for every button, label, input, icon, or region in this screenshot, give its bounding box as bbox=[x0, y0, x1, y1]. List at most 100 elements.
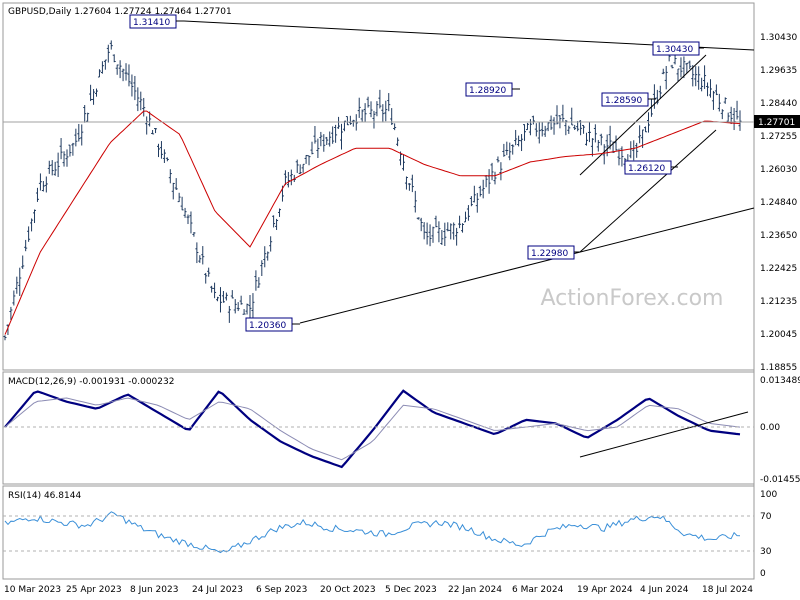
ohlc-bar bbox=[425, 222, 429, 245]
ohlc-bar bbox=[738, 110, 742, 131]
ohlc-bar bbox=[620, 146, 624, 167]
ohlc-bar bbox=[168, 169, 172, 184]
ohlc-bar bbox=[472, 185, 476, 203]
price-tick: 1.30430 bbox=[760, 33, 797, 43]
ohlc-bar bbox=[567, 125, 571, 134]
ohlc-bar bbox=[455, 227, 459, 246]
ohlc-bar bbox=[658, 85, 662, 100]
price-tick: 1.18855 bbox=[760, 363, 797, 373]
ohlc-bar bbox=[378, 89, 382, 109]
ohlc-bar bbox=[688, 60, 692, 69]
ohlc-bar bbox=[254, 270, 258, 291]
ohlc-bar bbox=[564, 119, 568, 136]
ohlc-bar bbox=[239, 295, 243, 305]
ohlc-bar bbox=[534, 123, 538, 137]
callout-label: 1.31410 bbox=[133, 18, 170, 28]
ohlc-bar bbox=[717, 93, 721, 112]
current-price-box bbox=[754, 115, 800, 128]
ohlc-bar bbox=[440, 229, 444, 245]
ohlc-bar bbox=[310, 141, 314, 155]
ohlc-bar bbox=[248, 295, 252, 318]
price-tick: 1.20045 bbox=[760, 330, 797, 340]
ohlc-bar bbox=[502, 143, 506, 157]
ohlc-bar bbox=[27, 226, 31, 242]
callout-1-28590: 1.28590 bbox=[601, 92, 656, 107]
ohlc-bar bbox=[328, 131, 332, 147]
callout-1-31410: 1.31410 bbox=[129, 14, 184, 29]
ohlc-bar bbox=[508, 142, 512, 161]
ohlc-bar bbox=[410, 174, 414, 193]
ohlc-bar bbox=[520, 134, 524, 152]
ohlc-bar bbox=[118, 60, 122, 79]
ohlc-bar bbox=[419, 217, 423, 232]
ohlc-bar bbox=[251, 293, 255, 322]
ohlc-bar bbox=[342, 120, 346, 132]
ohlc-bar bbox=[71, 142, 75, 156]
ohlc-bar bbox=[691, 65, 695, 87]
ohlc-bar bbox=[437, 221, 441, 243]
rsi-path bbox=[4, 511, 741, 554]
ohlc-bar bbox=[449, 223, 453, 240]
ohlc-bar bbox=[590, 138, 594, 157]
ohlc-bar bbox=[664, 65, 668, 90]
price-axis: 1.30430 1.29635 1.28440 1.27255 1.26030 … bbox=[760, 33, 797, 373]
ohlc-bar bbox=[180, 196, 184, 211]
ohlc-bar bbox=[443, 222, 447, 247]
ohlc-bar bbox=[670, 64, 674, 69]
ohlc-bar bbox=[80, 124, 84, 146]
ohlc-bar bbox=[579, 120, 583, 136]
ohlc-bar bbox=[227, 305, 231, 323]
ohlc-bar bbox=[189, 211, 193, 234]
ohlc-bar bbox=[62, 151, 66, 167]
ohlc-bar bbox=[345, 116, 349, 126]
ohlc-bar bbox=[298, 164, 302, 175]
ohlc-bar bbox=[38, 173, 42, 191]
ohlc-bar bbox=[53, 161, 57, 176]
callout-1-26120: 1.26120 bbox=[624, 160, 678, 175]
watermark: ActionForex.com bbox=[541, 286, 724, 311]
ohlc-bar bbox=[319, 131, 323, 147]
ohlc-bar bbox=[245, 303, 249, 315]
macd-tick: 0.00 bbox=[760, 423, 780, 433]
ohlc-bar bbox=[242, 309, 246, 315]
ohlc-bar bbox=[540, 122, 544, 137]
ohlc-bar bbox=[493, 171, 497, 185]
channel-lower-line bbox=[579, 129, 717, 253]
ohlc-bar bbox=[233, 299, 237, 314]
callout-label: 1.28590 bbox=[605, 96, 642, 106]
ohlc-bar bbox=[201, 246, 205, 265]
ohlc-bar bbox=[174, 178, 178, 190]
ohlc-bar bbox=[12, 290, 16, 306]
ohlc-bar bbox=[381, 104, 385, 123]
rsi-tick: 100 bbox=[760, 490, 777, 500]
ohlc-bar bbox=[142, 97, 146, 117]
ohlc-bar bbox=[676, 68, 680, 82]
ohlc-bar bbox=[218, 287, 222, 313]
ohlc-bar bbox=[177, 192, 181, 203]
ohlc-bar bbox=[576, 120, 580, 132]
callout-1-20360: 1.20360 bbox=[245, 317, 300, 332]
ohlc-bar bbox=[416, 217, 420, 220]
ohlc-bar bbox=[44, 176, 48, 193]
ohlc-bar bbox=[446, 222, 450, 232]
ohlc-bar bbox=[697, 66, 701, 90]
ohlc-bar bbox=[517, 135, 521, 147]
ohlc-bar bbox=[401, 154, 405, 171]
ohlc-bar bbox=[596, 139, 600, 152]
x-tick: 25 Apr 2023 bbox=[66, 585, 122, 595]
ohlc-bar bbox=[561, 104, 565, 123]
ohlc-bar bbox=[481, 179, 485, 199]
ohlc-bar bbox=[582, 124, 586, 134]
ohlc-bar bbox=[283, 170, 287, 186]
ohlc-bar bbox=[221, 290, 225, 303]
price-tick: 1.26030 bbox=[760, 165, 797, 175]
x-tick: 5 Dec 2023 bbox=[385, 585, 437, 595]
ohlc-bar bbox=[151, 129, 155, 135]
ohlc-bar bbox=[679, 57, 683, 78]
ohlc-bar bbox=[466, 205, 470, 221]
ohlc-bar bbox=[644, 126, 648, 133]
ohlc-bar bbox=[334, 124, 338, 143]
ohlc-bar bbox=[33, 209, 37, 224]
ohlc-bar bbox=[269, 236, 273, 252]
